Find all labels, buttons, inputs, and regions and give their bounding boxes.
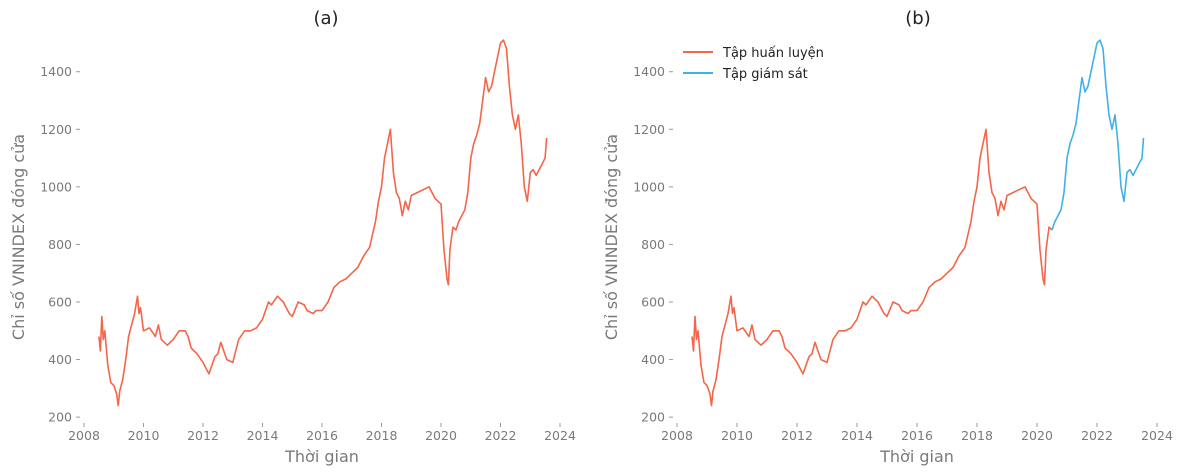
chart-a-xtick-label: 2012 (187, 428, 219, 443)
chart-a-ylabel: Chỉ số VNINDEX đóng cửa (9, 134, 28, 340)
chart-b-ylabel: Chỉ số VNINDEX đóng cửa (602, 134, 621, 340)
chart-b-title: (b) (905, 8, 930, 29)
chart-b-ytick-label: 400 (641, 352, 665, 367)
chart-a-ytick-label: 1400 (40, 64, 72, 79)
chart-a-xtick-label: 2022 (485, 428, 517, 443)
chart-b-ytick-label: 1000 (633, 179, 665, 194)
chart-a-xtick-label: 2010 (128, 428, 160, 443)
chart-a-ytick-label: 1200 (40, 122, 72, 137)
chart-a-xlabel: Thời gian (284, 447, 359, 466)
chart-a-ytick-label: 1000 (40, 179, 72, 194)
chart-b-legend-label-1: Tập huấn luyện (722, 46, 824, 61)
chart-a-series-line-1 (98, 39, 548, 407)
chart-a: (a) 2008 2010 2012 2014 2016 2018 2020 2022 2024 2… (9, 8, 576, 466)
chart-b-legend-label-2: Tập giám sát (722, 67, 808, 82)
chart-b-xtick-label: 2012 (781, 428, 813, 443)
chart-b-ytick-label: 800 (641, 237, 665, 252)
chart-b-ytick-label: 600 (641, 294, 665, 309)
chart-b-xlabel: Thời gian (879, 447, 954, 466)
chart-b-xtick-label: 2016 (901, 428, 933, 443)
chart-b-series-line-1 (691, 128, 1053, 407)
chart-b-xtick-label: 2024 (1141, 428, 1173, 443)
chart-b-xtick-label: 2014 (841, 428, 873, 443)
chart-a-ytick-label: 800 (48, 237, 72, 252)
chart-b-xtick-label: 2010 (721, 428, 753, 443)
chart-a-xtick-label: 2018 (366, 428, 398, 443)
chart-b-xtick-label: 2022 (1081, 428, 1113, 443)
chart-a-xtick-label: 2016 (306, 428, 338, 443)
chart-b-series-line-2 (1051, 39, 1145, 231)
chart-a-xtick-label: 2014 (247, 428, 279, 443)
chart-b-ytick-label: 1200 (633, 122, 665, 137)
chart-a-xtick-label: 2008 (68, 428, 100, 443)
chart-b-ytick-label: 1400 (633, 64, 665, 79)
chart-a-title: (a) (313, 8, 338, 29)
chart-b-xtick-label: 2018 (961, 428, 993, 443)
chart-b-xtick-label: 2020 (1021, 428, 1053, 443)
chart-b: (b) 2008 2010 2012 2014 2016 2018 2020 2022 2024 2… (602, 8, 1173, 466)
chart-a-ytick-label: 200 (48, 410, 72, 425)
chart-b-xtick-label: 2008 (661, 428, 693, 443)
chart-a-xtick-label: 2020 (425, 428, 457, 443)
chart-a-xtick-label: 2024 (544, 428, 576, 443)
chart-a-ytick-label: 400 (48, 352, 72, 367)
chart-b-ytick-label: 200 (641, 410, 665, 425)
chart-a-ytick-label: 600 (48, 294, 72, 309)
